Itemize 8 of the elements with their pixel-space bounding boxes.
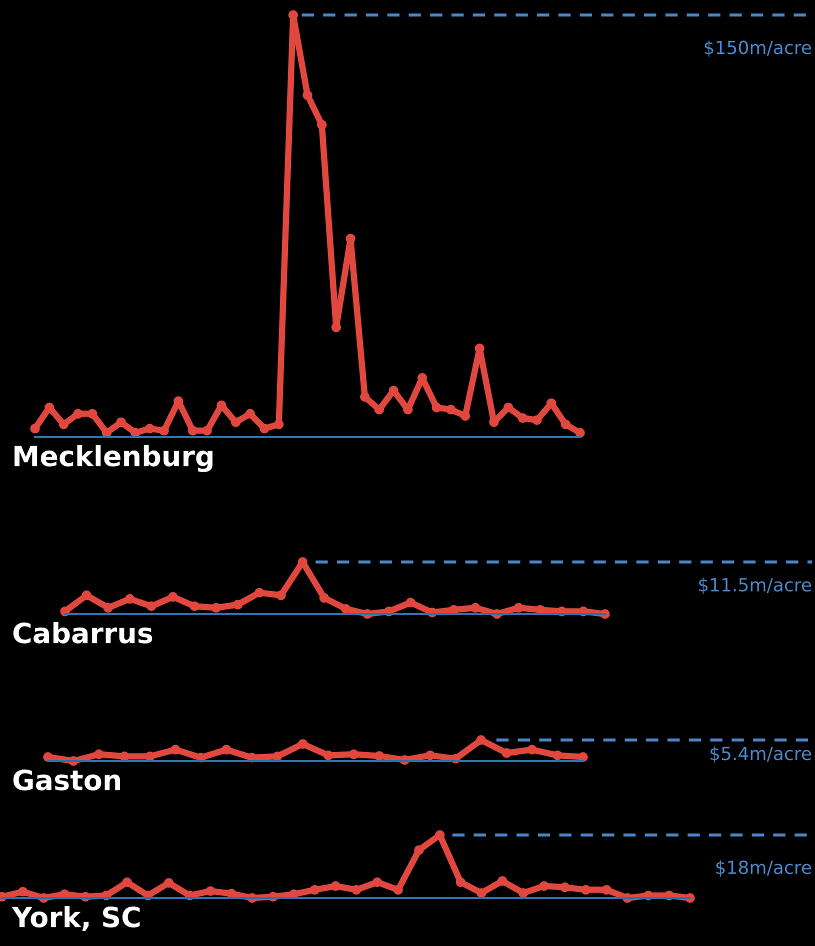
ref-line-label: $11.5m/acre <box>699 578 812 594</box>
text: York, SC <box>12 906 140 932</box>
ref-line-label: $150m/acre <box>704 40 812 57</box>
ref-line-label: $18m/acre <box>716 860 812 877</box>
text: Cabarrus <box>13 622 152 644</box>
ref-line-label: $5.4m/acre <box>710 746 812 763</box>
text: Gaston <box>13 769 120 790</box>
text: Mecklenburg <box>14 445 212 472</box>
